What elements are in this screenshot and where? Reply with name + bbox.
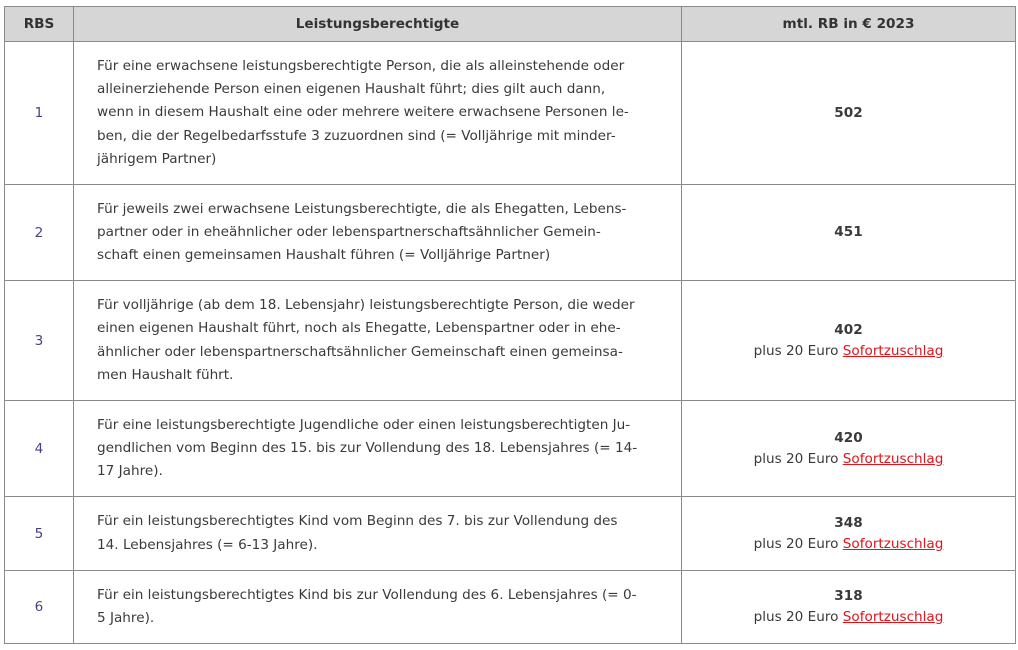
amount: 451 [834, 224, 863, 240]
table-row: 3 Für volljährige (ab dem 18. Lebensjahr)… [4, 280, 1016, 401]
header-amount: mtl. RB in € 2023 [681, 6, 1016, 42]
description-line: jährigem Partner) [97, 150, 217, 167]
description-line: einen eigenen Haushalt führt, noch als E… [97, 320, 621, 337]
rbs-number: 1 [4, 41, 74, 185]
table-row: 6 Für ein leistungsberechtigtes Kind bis … [4, 570, 1016, 644]
description-line: 17 Jahre). [97, 463, 163, 480]
description-line: 5 Jahre). [97, 610, 155, 626]
description: Für volljährige (ab dem 18. Lebensjahr) … [73, 280, 682, 401]
rbs-number: 6 [4, 570, 74, 644]
amount-cell: 502 [681, 41, 1016, 185]
rbs-number: 3 [4, 280, 74, 401]
table-header-row: RBS Leistungsberechtigte mtl. RB in € 20… [4, 6, 1016, 42]
table-row: 2 Für jeweils zwei erwachsene Leistungsbe… [4, 184, 1016, 281]
amount-cell: 318 plus 20 Euro Sofortzuschlag [681, 570, 1016, 644]
description-line: Für eine leistungsberechtigte Jugendlich… [97, 416, 631, 433]
description-line: ben, die der Regelbedarfsstufe 3 zuzuord… [97, 127, 616, 144]
amount: 420 [834, 429, 863, 446]
description-line: Für eine erwachsene leistungsberechtigte… [97, 57, 625, 74]
table-row: 5 Für ein leistungsberechtigtes Kind vom … [4, 496, 1016, 571]
description-line: Für ein leistungsberechtigtes Kind bis z… [97, 586, 637, 603]
sofortzuschlag-link[interactable]: Sofortzuschlag [842, 450, 944, 467]
rbs-number: 5 [4, 496, 74, 571]
amount: 318 [834, 588, 863, 604]
sofortzuschlag-link[interactable]: Sofortzuschlag [842, 609, 944, 625]
description-line: Für volljährige (ab dem 18. Lebensjahr) … [97, 297, 635, 314]
extra-text: plus 20 Euro [753, 535, 843, 552]
description: Für ein leistungsberechtigtes Kind bis z… [73, 570, 682, 644]
header-leistungsberechtigte: Leistungsberechtigte [73, 6, 682, 42]
description-line: gendlichen vom Beginn des 15. bis zur Vo… [97, 439, 638, 456]
regelbedarf-table: RBS Leistungsberechtigte mtl. RB in € 20… [4, 6, 1016, 644]
amount: 402 [834, 321, 863, 338]
table-row: 1 Für eine erwachsene leistungsberechtigt… [4, 41, 1016, 185]
extra-text: plus 20 Euro [753, 609, 843, 625]
rbs-number: 4 [4, 400, 74, 497]
description-line: ähnlicher oder lebenspartnerschaftsähnli… [97, 343, 623, 360]
description-line: men Haushalt führt. [97, 366, 234, 383]
table-row: 4 Für eine leistungsberechtigte Jugendlic… [4, 400, 1016, 497]
extra-text: plus 20 Euro [753, 450, 843, 467]
sofortzuschlag-link[interactable]: Sofortzuschlag [842, 342, 944, 359]
extra-text: plus 20 Euro [753, 342, 843, 359]
description: Für jeweils zwei erwachsene Leistungsber… [73, 184, 682, 281]
amount-cell: 402 plus 20 Euro Sofortzuschlag [681, 280, 1016, 401]
description: Für ein leistungsberechtigtes Kind vom B… [73, 496, 682, 571]
amount-cell: 348 plus 20 Euro Sofortzuschlag [681, 496, 1016, 571]
amount-cell: 420 plus 20 Euro Sofortzuschlag [681, 400, 1016, 497]
amount: 348 [834, 514, 863, 531]
description-line: Für ein leistungsberechtigtes Kind vom B… [97, 513, 618, 530]
description-line: schaft einen gemeinsamen Haushalt führen… [97, 247, 551, 264]
description-line: wenn in diesem Haushalt eine oder mehrer… [97, 104, 629, 121]
rbs-number: 2 [4, 184, 74, 281]
description: Für eine leistungsberechtigte Jugendlich… [73, 400, 682, 497]
description: Für eine erwachsene leistungsberechtigte… [73, 41, 682, 185]
description-line: Für jeweils zwei erwachsene Leistungsber… [97, 200, 627, 217]
description-line: 14. Lebensjahres (= 6-13 Jahre). [97, 536, 318, 553]
header-rbs: RBS [4, 6, 74, 42]
description-line: alleinerziehende Person einen eigenen Ha… [97, 81, 606, 98]
sofortzuschlag-link[interactable]: Sofortzuschlag [842, 535, 944, 552]
description-line: partner oder in eheähnlicher oder lebens… [97, 223, 601, 240]
amount: 502 [834, 104, 863, 121]
amount-cell: 451 [681, 184, 1016, 281]
